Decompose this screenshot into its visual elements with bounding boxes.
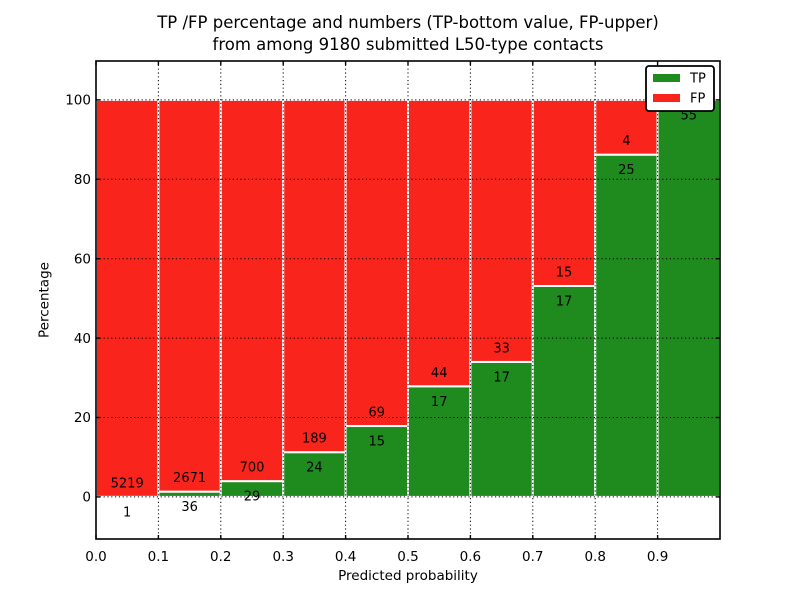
bars-layer xyxy=(95,98,721,498)
bar-fp-segment xyxy=(282,98,347,454)
chart-title-line2: from among 9180 submitted L50-type conta… xyxy=(213,35,604,54)
y-tick-label: 100 xyxy=(65,93,91,109)
y-tick-label: 40 xyxy=(74,331,91,347)
x-tick-label: 0.6 xyxy=(460,549,481,565)
tp-count-label: 1 xyxy=(123,505,131,520)
fp-count-label: 700 xyxy=(240,461,265,476)
x-tick-label: 0.7 xyxy=(522,549,543,565)
bar-fp-segment xyxy=(157,98,222,493)
bar-fp-segment xyxy=(531,98,597,288)
x-tick-label: 0.8 xyxy=(584,549,605,565)
fp-count-label: 44 xyxy=(431,366,448,381)
fp-count-label: 69 xyxy=(369,406,386,421)
tp-count-label: 17 xyxy=(493,370,510,385)
fp-count-label: 5219 xyxy=(111,476,144,491)
bar-fp-segment xyxy=(95,98,160,498)
fp-count-label: 4 xyxy=(622,134,630,149)
y-tick-label: 60 xyxy=(74,251,91,267)
fp-count-label: 2671 xyxy=(173,471,206,486)
tp-count-label: 25 xyxy=(618,163,635,178)
bar-tp-segment xyxy=(594,153,659,498)
tp-count-label: 24 xyxy=(306,461,323,476)
axis-ticks xyxy=(95,61,720,539)
bar-fp-segment xyxy=(219,98,285,483)
y-axis-label: Percentage xyxy=(37,262,53,338)
bar-tp-segment xyxy=(656,98,721,498)
x-axis-label: Predicted probability xyxy=(338,568,478,584)
x-tick-label: 0.9 xyxy=(647,549,668,565)
x-tick-label: 0.1 xyxy=(148,549,169,565)
tp-count-label: 15 xyxy=(369,435,386,450)
tp-count-label: 29 xyxy=(244,490,261,505)
x-tick-label: 0.4 xyxy=(335,549,356,565)
fp-count-label: 33 xyxy=(493,341,510,356)
chart-title-line1: TP /FP percentage and numbers (TP-bottom… xyxy=(156,13,659,32)
legend-swatch-fp xyxy=(653,94,680,102)
legend-label-tp: TP xyxy=(689,72,706,87)
tp-count-label: 17 xyxy=(431,395,448,410)
x-tick-label: 0.2 xyxy=(210,549,231,565)
x-tick-label: 0.0 xyxy=(85,549,106,565)
y-tick-label: 20 xyxy=(74,410,91,426)
fp-count-label: 189 xyxy=(302,432,327,447)
x-tick-label: 0.5 xyxy=(397,549,418,565)
bar-fp-segment xyxy=(407,98,472,388)
y-tick-label: 80 xyxy=(74,172,91,188)
bar-tp-segment xyxy=(531,285,597,498)
x-tick-label: 0.3 xyxy=(272,549,293,565)
bar-fp-segment xyxy=(469,98,534,363)
legend-label-fp: FP xyxy=(690,92,705,107)
legend-swatch-tp xyxy=(653,74,680,82)
bar-tp-segment xyxy=(344,425,410,498)
bar-tp-segment xyxy=(469,360,534,498)
fp-count-label: 15 xyxy=(556,266,573,281)
y-tick-labels: 0 20 40 60 80 100 xyxy=(65,93,91,506)
tp-count-label: 36 xyxy=(181,500,198,515)
tp-count-label: 17 xyxy=(556,295,573,310)
x-tick-labels: 0.0 0.1 0.2 0.3 0.4 0.5 0.6 0.7 0.8 0.9 xyxy=(85,549,668,565)
tp-count-label: 55 xyxy=(681,108,698,123)
grid-layer xyxy=(95,61,720,539)
bar-tp-segment xyxy=(407,385,472,498)
bar-fp-segment xyxy=(344,98,410,428)
y-tick-label: 0 xyxy=(82,490,91,506)
legend: TP FP xyxy=(645,65,715,112)
bar-value-labels: 5219 1 2671 36 700 29 189 24 69 15 44 17 33 17 15 17 4 25… xyxy=(111,108,697,520)
